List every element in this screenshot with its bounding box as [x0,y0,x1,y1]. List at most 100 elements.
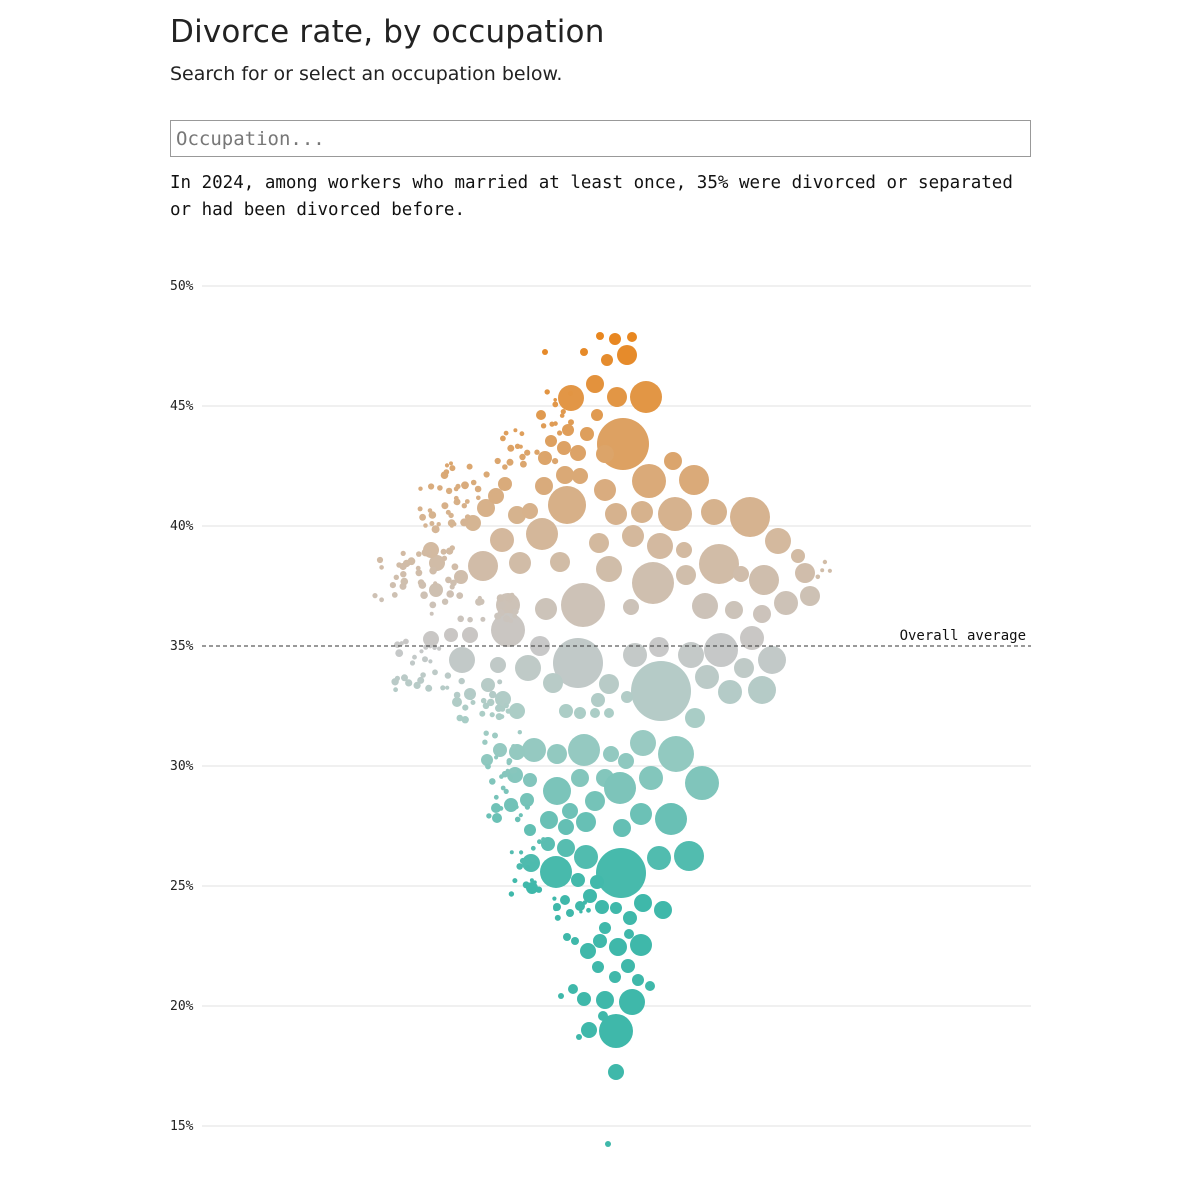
occupation-bubble[interactable] [547,744,567,764]
occupation-bubble[interactable] [522,881,530,889]
occupation-bubble[interactable] [560,895,570,905]
occupation-bubble[interactable] [599,1014,633,1048]
occupation-bubble[interactable] [415,569,423,577]
occupation-bubble[interactable] [605,1141,611,1147]
occupation-bubble[interactable] [433,581,438,586]
occupation-bubble[interactable] [592,892,597,897]
occupation-bubble[interactable] [522,503,538,519]
occupation-bubble[interactable] [461,481,469,490]
occupation-bubble[interactable] [753,605,771,623]
occupation-bubble[interactable] [664,452,682,470]
occupation-bubble[interactable] [391,592,398,598]
occupation-bubble[interactable] [503,615,511,623]
occupation-bubble[interactable] [502,464,508,470]
occupation-bubble[interactable] [563,425,569,431]
occupation-bubble[interactable] [820,568,825,573]
occupation-bubble[interactable] [512,608,519,615]
occupation-bubble[interactable] [685,708,705,728]
occupation-bubble[interactable] [499,774,504,779]
occupation-bubble[interactable] [428,483,435,490]
occupation-bubble[interactable] [639,766,663,790]
occupation-bubble[interactable] [568,419,574,426]
occupation-bubble[interactable] [568,391,574,396]
occupation-bubble[interactable] [500,785,506,791]
occupation-bubble[interactable] [540,856,572,888]
occupation-bubble[interactable] [493,794,499,800]
occupation-bubble[interactable] [470,479,477,486]
occupation-bubble[interactable] [701,499,727,525]
occupation-bubble[interactable] [412,654,417,660]
occupation-bubble[interactable] [552,401,559,408]
occupation-bubble[interactable] [495,697,503,705]
occupation-bubble[interactable] [506,758,513,764]
occupation-bubble[interactable] [749,565,779,595]
occupation-bubble[interactable] [420,591,428,599]
occupation-bubble[interactable] [540,423,547,429]
occupation-bubble[interactable] [730,497,770,537]
occupation-bubble[interactable] [470,700,476,705]
occupation-bubble[interactable] [765,528,791,554]
occupation-bubble[interactable] [599,674,619,694]
occupation-bubble[interactable] [468,551,498,581]
occupation-bubble[interactable] [827,568,833,573]
occupation-bubble[interactable] [623,911,637,925]
occupation-bubble[interactable] [400,550,406,557]
occupation-bubble[interactable] [403,638,409,645]
occupation-bubble[interactable] [524,449,531,456]
occupation-bubble[interactable] [419,649,424,654]
occupation-bubble[interactable] [494,612,502,620]
occupation-bubble[interactable] [432,669,438,676]
occupation-bubble[interactable] [557,441,571,455]
occupation-bubble[interactable] [485,763,491,770]
occupation-bubble[interactable] [525,865,531,871]
occupation-bubble[interactable] [590,875,604,889]
occupation-bubble[interactable] [529,856,536,863]
occupation-bubble[interactable] [529,878,534,883]
occupation-bubble[interactable] [461,503,467,509]
occupation-bubble[interactable] [548,486,586,524]
occupation-bubble[interactable] [492,813,502,823]
occupation-bubble[interactable] [559,413,565,418]
occupation-bubble[interactable] [544,453,550,460]
occupation-bubble[interactable] [519,857,526,864]
occupation-bubble[interactable] [460,518,469,527]
occupation-bubble[interactable] [604,772,636,804]
occupation-bubble[interactable] [591,409,603,421]
occupation-bubble[interactable] [482,702,490,710]
occupation-bubble[interactable] [658,497,692,531]
occupation-bubble[interactable] [513,428,518,433]
occupation-bubble[interactable] [519,453,526,461]
occupation-bubble[interactable] [678,642,704,668]
occupation-bubble[interactable] [436,522,441,527]
occupation-bubble[interactable] [679,465,709,495]
occupation-bubble[interactable] [507,774,513,780]
occupation-bubble[interactable] [449,584,455,590]
occupation-bubble[interactable] [481,678,495,692]
occupation-bubble[interactable] [428,659,433,664]
occupation-bubble[interactable] [478,598,485,605]
occupation-bubble[interactable] [554,914,561,921]
occupation-bubble[interactable] [405,679,413,687]
occupation-bubble[interactable] [476,495,481,501]
occupation-bubble[interactable] [445,576,452,584]
occupation-bubble[interactable] [613,819,631,837]
occupation-bubble[interactable] [489,690,497,699]
occupation-bubble[interactable] [503,788,509,795]
occupation-bubble[interactable] [593,934,607,948]
occupation-bubble[interactable] [562,424,574,436]
occupation-bubble[interactable] [423,644,429,650]
occupation-bubble[interactable] [725,601,743,619]
occupation-bubble[interactable] [649,637,669,657]
occupation-bubble[interactable] [443,469,450,475]
occupation-bubble[interactable] [449,461,453,466]
occupation-bubble[interactable] [517,730,522,735]
occupation-bubble[interactable] [543,777,571,805]
occupation-bubble[interactable] [419,513,426,521]
occupation-bubble[interactable] [456,592,464,599]
occupation-bubble[interactable] [579,910,583,914]
occupation-bubble[interactable] [449,465,456,472]
occupation-bubble[interactable] [549,421,555,427]
occupation-bubble[interactable] [508,506,526,524]
occupation-bubble[interactable] [645,981,655,991]
occupation-bubble[interactable] [558,993,564,999]
